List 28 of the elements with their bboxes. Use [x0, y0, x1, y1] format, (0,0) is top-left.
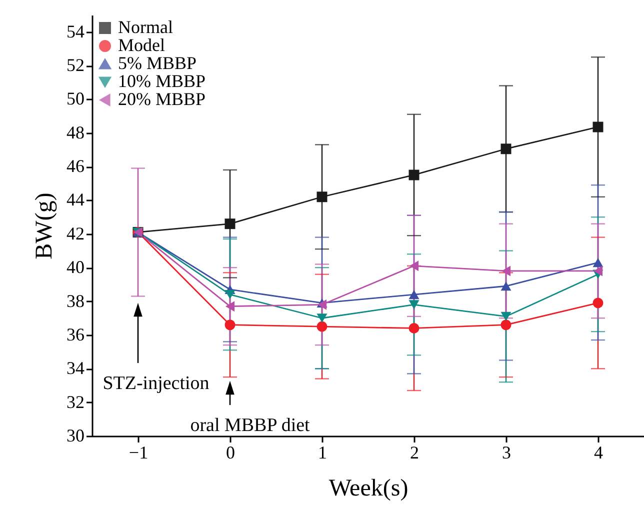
legend-label: Normal	[118, 17, 173, 37]
y-tick-label: 40	[66, 257, 84, 278]
y-tick-label: 32	[66, 392, 84, 412]
y-axis-title: BW(g)	[32, 192, 58, 260]
y-tick-label: 48	[66, 122, 84, 142]
y-tick-label: 30	[66, 426, 84, 446]
y-tick-label: 52	[66, 55, 84, 76]
x-axis-title: Week(s)	[328, 476, 408, 502]
x-tick-label: 4	[594, 442, 603, 462]
y-tick-label: 42	[66, 223, 84, 244]
x-tick-label: 0	[226, 442, 235, 462]
legend-label: Model	[118, 35, 165, 55]
y-tick-label: 34	[66, 358, 84, 378]
y-tick-label: 50	[66, 88, 84, 109]
x-tick-label: 3	[502, 442, 511, 462]
y-tick-label: 46	[66, 156, 84, 176]
annotation: STZ-injection	[102, 373, 210, 394]
y-tick-label: 54	[66, 21, 84, 42]
x-tick-label: 1	[318, 442, 327, 462]
x-tick-label: 2	[410, 442, 419, 462]
legend-label: 5% MBBP	[118, 53, 197, 73]
x-tick-label: −1	[128, 442, 148, 462]
y-tick-label: 38	[66, 290, 84, 311]
y-tick-label: 44	[66, 190, 84, 210]
y-tick-label: 36	[66, 324, 84, 344]
annotation: oral MBBP diet	[190, 415, 311, 436]
legend-label: 10% MBBP	[118, 71, 206, 91]
legend-label: 20% MBBP	[118, 89, 206, 109]
